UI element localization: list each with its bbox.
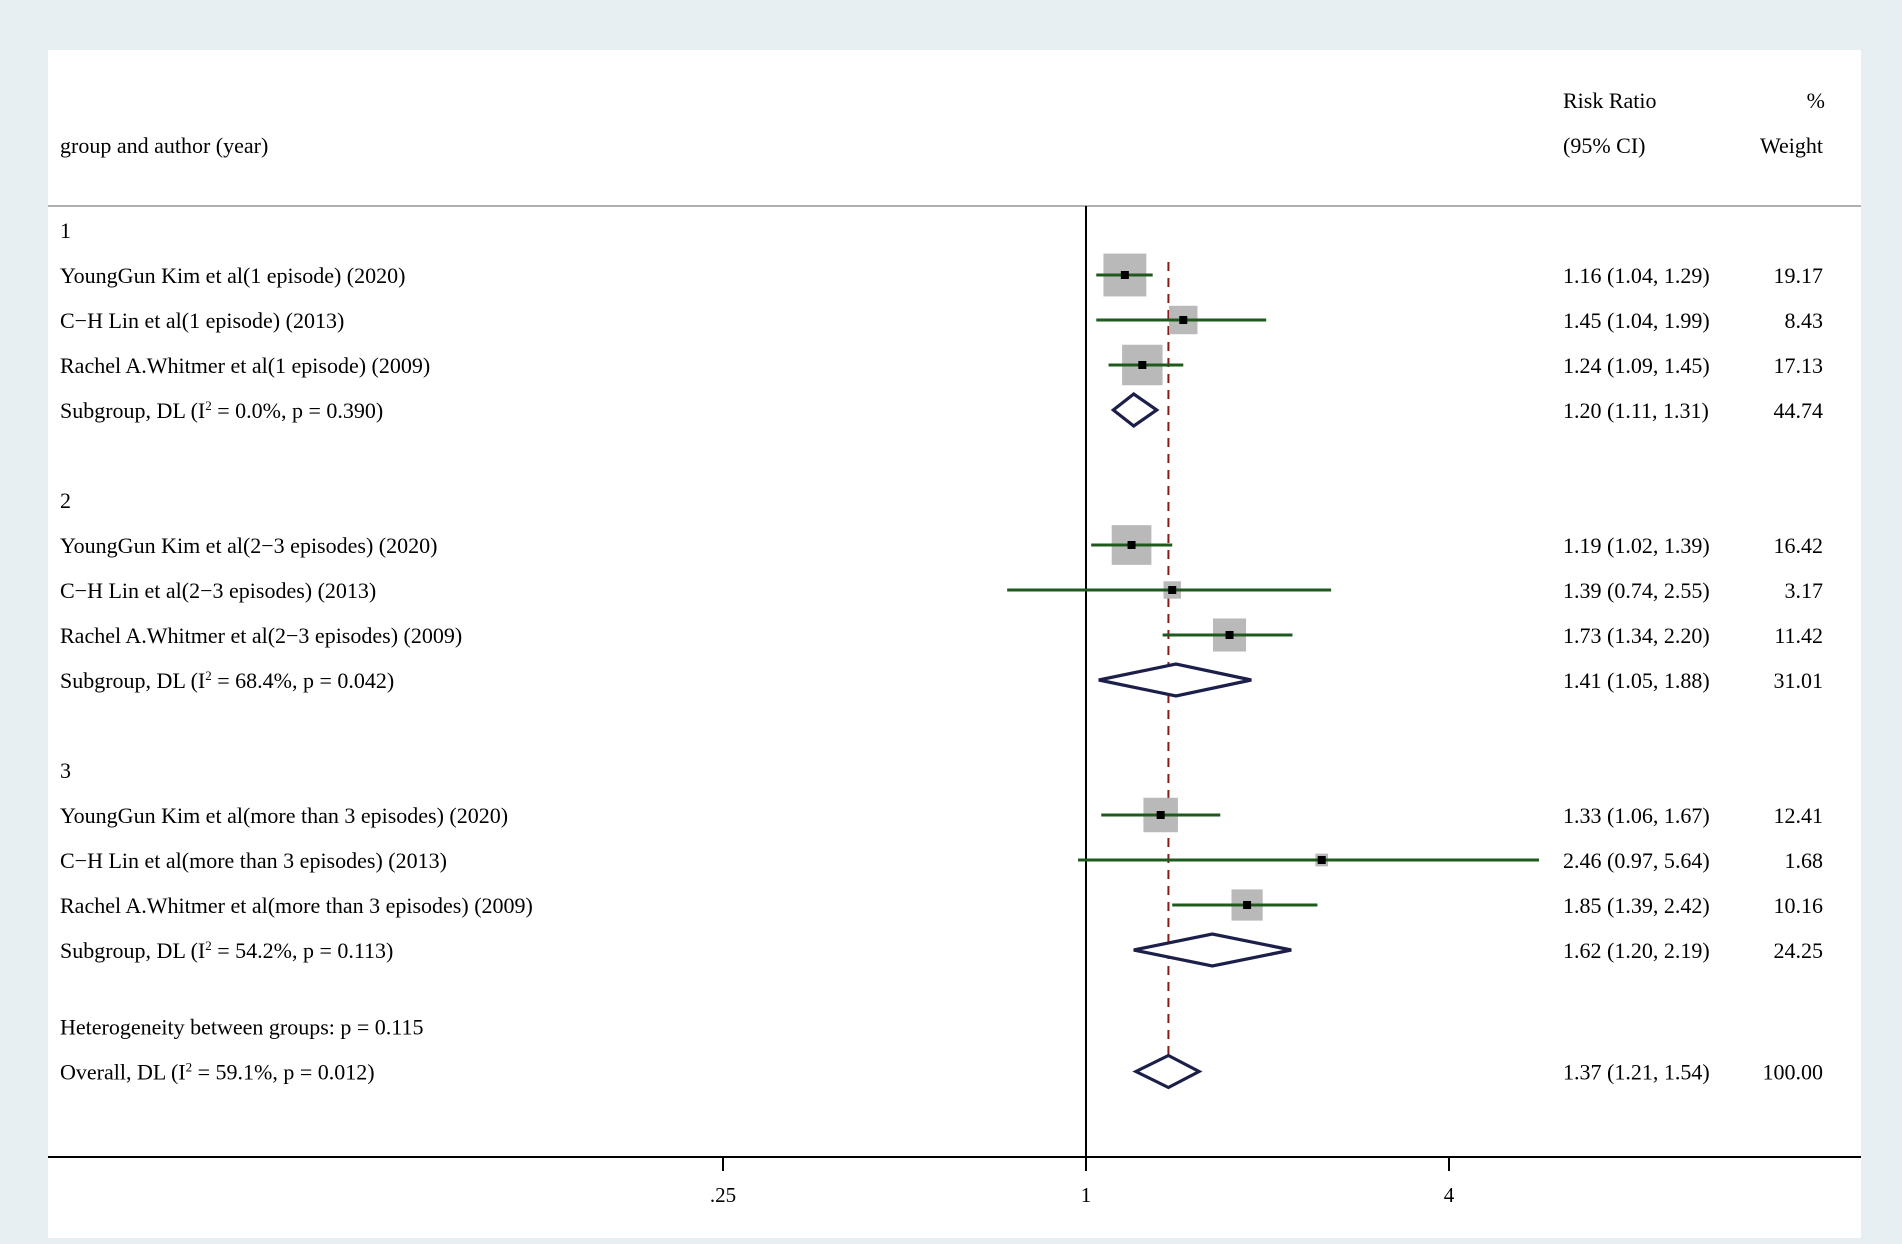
study-point-3-3	[1243, 901, 1252, 909]
subgroup-label-3: Subgroup, DL (I2 = 54.2%, p = 0.113)	[60, 938, 393, 963]
group-label-2: 2	[60, 488, 71, 513]
study-ci-3-3: 1.85 (1.39, 2.42)	[1563, 893, 1710, 918]
header-weight-label: Weight	[1760, 133, 1823, 158]
study-point-2-2	[1168, 586, 1177, 594]
study-weight-2-1: 16.42	[1774, 533, 1824, 558]
subgroup-ci-1: 1.20 (1.11, 1.31)	[1563, 398, 1709, 423]
study-point-1-1	[1120, 271, 1129, 279]
subgroup-weight-2: 31.01	[1774, 668, 1824, 693]
forest-plot: group and author (year) Risk Ratio (95% CI…	[48, 50, 1861, 1238]
subgroup-ci-3: 1.62 (1.20, 2.19)	[1563, 938, 1710, 963]
study-point-3-2	[1317, 856, 1326, 864]
subgroup-ci-2: 1.41 (1.05, 1.88)	[1563, 668, 1710, 693]
study-name-2-2: C−H Lin et al(2−3 episodes) (2013)	[60, 578, 376, 603]
study-weight-2-2: 3.17	[1785, 578, 1824, 603]
overall-label: Overall, DL (I2 = 59.1%, p = 0.012)	[60, 1060, 375, 1085]
study-point-3-1	[1156, 811, 1165, 819]
subgroup-label-2: Subgroup, DL (I2 = 68.4%, p = 0.042)	[60, 668, 394, 693]
study-weight-1-1: 19.17	[1774, 263, 1824, 288]
study-weight-2-3: 11.42	[1774, 623, 1823, 648]
heterogeneity-text: Heterogeneity between groups: p = 0.115	[60, 1015, 424, 1040]
header-effect-label: Risk Ratio	[1563, 88, 1657, 113]
study-ci-3-2: 2.46 (0.97, 5.64)	[1563, 848, 1710, 873]
header-study-label: group and author (year)	[60, 133, 268, 158]
x-tick-label-2: 1	[1081, 1183, 1092, 1207]
subgroup-diamond-2	[1098, 662, 1252, 698]
study-name-1-3: Rachel A.Whitmer et al(1 episode) (2009)	[60, 353, 430, 378]
study-weight-3-3: 10.16	[1774, 893, 1824, 918]
subgroup-diamond-1	[1110, 392, 1160, 428]
study-name-2-1: YoungGun Kim et al(2−3 episodes) (2020)	[60, 533, 437, 558]
study-point-2-1	[1127, 541, 1136, 549]
subgroup-weight-3: 24.25	[1774, 938, 1824, 963]
header-ci-label: (95% CI)	[1563, 133, 1645, 158]
study-weight-1-3: 17.13	[1774, 353, 1824, 378]
study-point-1-2	[1179, 316, 1188, 324]
overall-diamond	[1132, 1053, 1203, 1090]
study-weight-1-2: 8.43	[1785, 308, 1824, 333]
x-tick-label-1: .25	[710, 1183, 736, 1207]
study-ci-1-3: 1.24 (1.09, 1.45)	[1563, 353, 1710, 378]
study-ci-2-1: 1.19 (1.02, 1.39)	[1563, 533, 1710, 558]
overall-ci: 1.37 (1.21, 1.54)	[1563, 1060, 1710, 1085]
study-ci-1-2: 1.45 (1.04, 1.99)	[1563, 308, 1710, 333]
study-ci-3-1: 1.33 (1.06, 1.67)	[1563, 803, 1710, 828]
study-name-3-1: YoungGun Kim et al(more than 3 episodes)…	[60, 803, 508, 828]
study-name-3-2: C−H Lin et al(more than 3 episodes) (201…	[60, 848, 447, 873]
study-name-1-1: YoungGun Kim et al(1 episode) (2020)	[60, 263, 405, 288]
study-weight-3-1: 12.41	[1774, 803, 1824, 828]
study-point-2-3	[1225, 631, 1234, 639]
study-ci-2-2: 1.39 (0.74, 2.55)	[1563, 578, 1710, 603]
group-label-3: 3	[60, 758, 71, 783]
study-name-1-2: C−H Lin et al(1 episode) (2013)	[60, 308, 344, 333]
overall-weight: 100.00	[1763, 1060, 1824, 1085]
subgroup-label-1: Subgroup, DL (I2 = 0.0%, p = 0.390)	[60, 398, 383, 423]
study-name-2-3: Rachel A.Whitmer et al(2−3 episodes) (20…	[60, 623, 462, 648]
study-ci-1-1: 1.16 (1.04, 1.29)	[1563, 263, 1710, 288]
subgroup-weight-1: 44.74	[1774, 398, 1824, 423]
study-point-1-3	[1138, 361, 1147, 369]
forest-plot-svg: group and author (year) Risk Ratio (95% CI…	[48, 88, 1861, 1207]
x-tick-label-3: 4	[1444, 1183, 1455, 1207]
header-weight-percent: %	[1807, 88, 1825, 113]
study-name-3-3: Rachel A.Whitmer et al(more than 3 episo…	[60, 893, 533, 918]
study-ci-2-3: 1.73 (1.34, 2.20)	[1563, 623, 1710, 648]
study-weight-3-2: 1.68	[1785, 848, 1824, 873]
group-label-1: 1	[60, 218, 71, 243]
subgroup-diamond-3	[1133, 932, 1292, 968]
